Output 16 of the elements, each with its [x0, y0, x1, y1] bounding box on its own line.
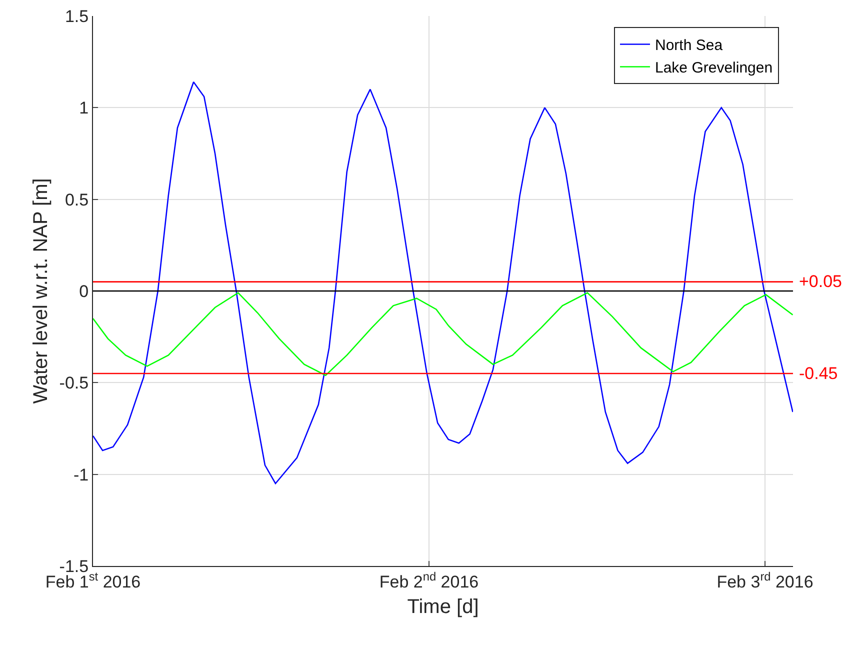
y-axis-title: Water level w.r.t. NAP [m]: [30, 178, 52, 404]
y-tick-label: 0.5: [64, 190, 89, 210]
x-axis-title: Time [d]: [407, 596, 479, 618]
ref-line-label: -0.45: [799, 364, 838, 383]
y-tick-label: -0.5: [59, 374, 89, 393]
y-tick-label: 1: [79, 98, 89, 118]
ref-line-label: +0.05: [799, 272, 842, 291]
legend-label: Lake Grevelingen: [655, 60, 773, 77]
y-tick-label: -1: [73, 465, 89, 484]
line-series: [93, 81, 793, 484]
line-series: [93, 292, 793, 376]
x-tick-label: Feb 2$^{nd}$ 2016: [379, 569, 479, 592]
y-tick-label: 1.5: [64, 6, 89, 26]
x-tick-label: Feb 3$^{rd}$ 2016: [716, 569, 814, 592]
legend-label: North Sea: [655, 37, 724, 54]
y-tick-label: 0: [79, 282, 89, 301]
